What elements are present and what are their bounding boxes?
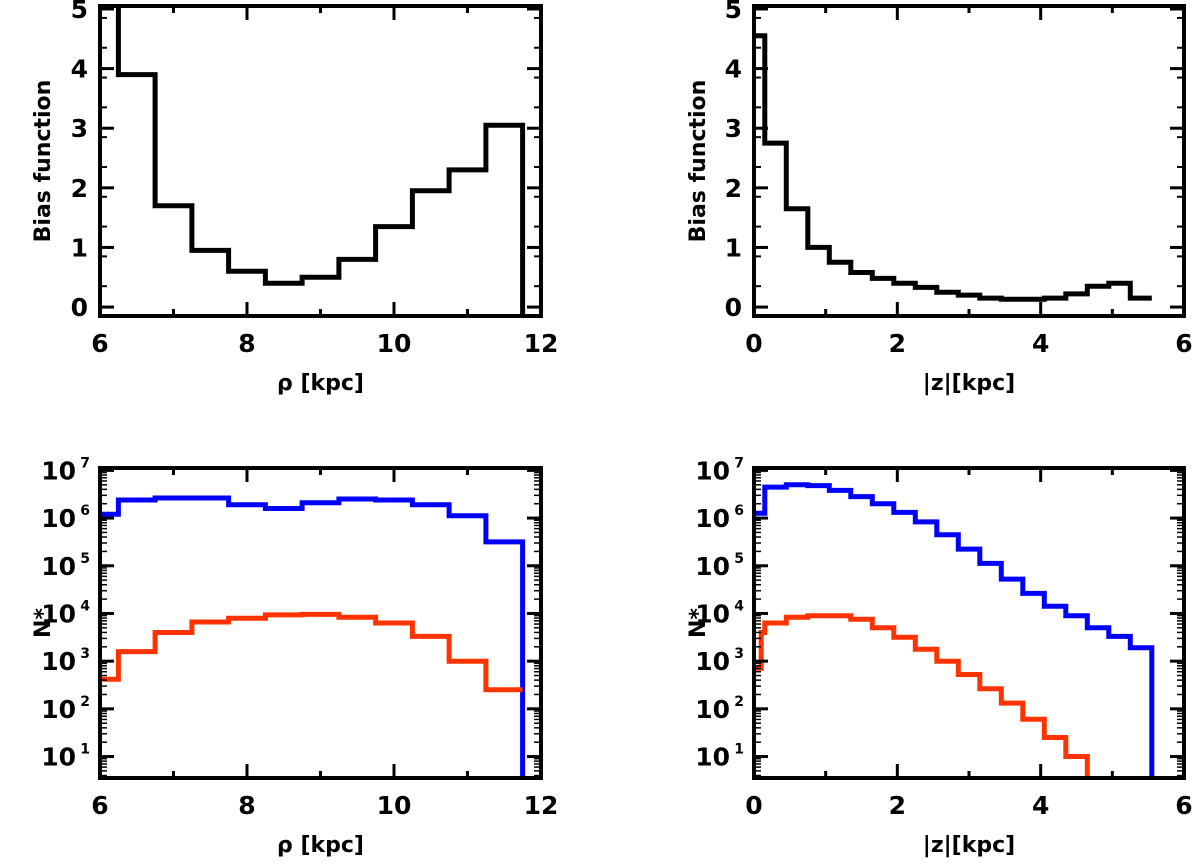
y-tick-label: 1	[71, 233, 88, 262]
y-tick-label: 4	[71, 55, 88, 84]
y-tick-label: 10	[41, 695, 76, 724]
y-tick-exponent: 2	[80, 694, 90, 710]
y-tick-exponent: 7	[80, 455, 90, 471]
x-tick-label: 0	[745, 791, 762, 820]
y-tick-label: 0	[71, 293, 88, 322]
x-tick-label: 12	[524, 791, 559, 820]
x-tick-label: 2	[889, 329, 906, 358]
series-line-red	[100, 611, 523, 693]
x-tick-label: 6	[1175, 791, 1192, 820]
plot-frame	[752, 466, 1186, 780]
plot-frame	[98, 4, 543, 318]
y-tick-label: 10	[41, 599, 76, 628]
y-tick-label: 3	[71, 114, 88, 143]
y-tick-label: 10	[41, 456, 76, 485]
series-line-red	[754, 613, 1090, 778]
y-tick-label: 4	[725, 55, 742, 84]
x-axis-label: ρ [kpc]	[277, 371, 364, 396]
y-tick-exponent: 6	[734, 503, 744, 519]
y-tick-exponent: 7	[734, 455, 744, 471]
y-tick-exponent: 5	[734, 551, 744, 567]
y-tick-label: 10	[695, 695, 730, 724]
y-tick-label: 5	[725, 0, 742, 24]
y-tick-exponent: 3	[734, 646, 744, 662]
x-tick-label: 8	[238, 791, 255, 820]
y-tick-label: 10	[695, 647, 730, 676]
y-tick-label: 10	[695, 504, 730, 533]
y-tick-label: 10	[41, 504, 76, 533]
y-tick-label: 2	[71, 174, 88, 203]
y-tick-exponent: 3	[80, 646, 90, 662]
y-tick-label: 0	[725, 293, 742, 322]
y-tick-label: 10	[695, 552, 730, 581]
y-tick-exponent: 1	[80, 742, 90, 758]
y-tick-label: 2	[725, 174, 742, 203]
y-tick-label: 5	[71, 0, 88, 24]
x-tick-label: 10	[377, 791, 412, 820]
x-tick-label: 12	[524, 329, 559, 358]
y-axis-label: Bias function	[31, 80, 56, 243]
y-tick-label: 10	[41, 743, 76, 772]
y-axis-label: N*	[686, 608, 711, 638]
y-tick-label: 10	[41, 552, 76, 581]
y-tick-label: 10	[695, 743, 730, 772]
x-axis-label: |z|[kpc]	[923, 833, 1015, 858]
panel-bias-z: 0 2 4 6 0 1 2 3 4 5 |z|[kpc] Bias function	[686, 0, 1193, 396]
y-tick-exponent: 5	[80, 551, 90, 567]
x-tick-label: 4	[1032, 791, 1049, 820]
x-tick-label: 0	[745, 329, 762, 358]
y-tick-exponent: 6	[80, 503, 90, 519]
y-tick-label: 10	[695, 456, 730, 485]
series-line-bias	[115, 6, 526, 316]
y-tick-label: 10	[41, 647, 76, 676]
y-tick-exponent: 4	[80, 598, 90, 614]
y-tick-exponent: 1	[734, 742, 744, 758]
y-tick-label: 3	[725, 114, 742, 143]
x-tick-label: 6	[91, 791, 108, 820]
x-axis-label: ρ [kpc]	[277, 833, 364, 858]
series-line-bias	[754, 33, 1152, 302]
x-tick-label: 6	[91, 329, 108, 358]
plot-frame	[752, 4, 1186, 318]
x-tick-label: 2	[889, 791, 906, 820]
x-tick-label: 10	[377, 329, 412, 358]
y-axis-label: N*	[31, 608, 56, 638]
x-axis-label: |z|[kpc]	[923, 371, 1015, 396]
y-tick-exponent: 4	[734, 598, 744, 614]
series-line-blue	[100, 495, 526, 778]
series-line-blue	[754, 482, 1155, 778]
y-tick-exponent: 2	[734, 694, 744, 710]
y-tick-label: 1	[725, 233, 742, 262]
x-tick-label: 8	[238, 329, 255, 358]
x-tick-label: 4	[1032, 329, 1049, 358]
y-axis-label: Bias function	[686, 80, 711, 243]
x-tick-label: 6	[1175, 329, 1192, 358]
y-tick-label: 10	[695, 599, 730, 628]
